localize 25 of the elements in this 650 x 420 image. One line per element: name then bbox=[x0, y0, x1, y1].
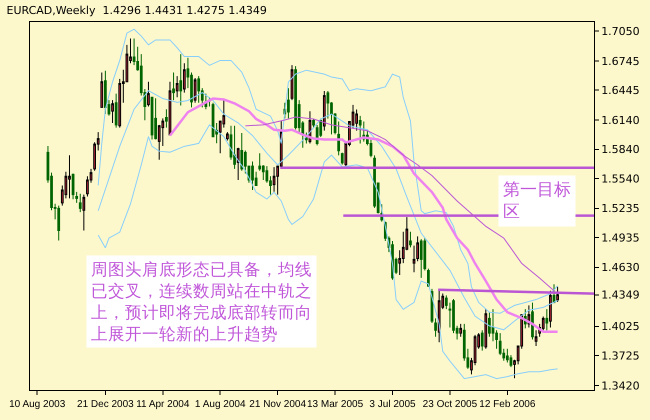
y-tick-label: 1.6140 bbox=[601, 114, 640, 127]
x-tick-label: 23 Oct 2005 bbox=[422, 399, 478, 410]
y-tick-label: 1.5235 bbox=[601, 202, 640, 216]
y-tick-label: 1.6745 bbox=[601, 54, 640, 68]
y-tick-label: 1.3725 bbox=[601, 350, 640, 362]
x-tick-label: 11 Apr 2004 bbox=[136, 399, 190, 410]
y-tick-label: 1.3420 bbox=[601, 379, 640, 392]
y-tick-label: 1.5840 bbox=[601, 143, 640, 156]
y-tick-label: 1.4349 bbox=[601, 288, 640, 302]
y-tick-label: 1.7050 bbox=[601, 25, 640, 38]
x-tick-label: 21 Nov 2004 bbox=[249, 399, 306, 410]
x-tick-label: 3 Jul 2005 bbox=[369, 399, 416, 410]
y-tick-label: 1.6445 bbox=[601, 84, 640, 98]
y-tick-label: 1.4025 bbox=[601, 320, 640, 334]
y-tick-label: 1.4630 bbox=[601, 261, 640, 274]
x-tick-label: 13 Mar 2005 bbox=[306, 399, 364, 410]
y-tick-label: 1.5540 bbox=[601, 172, 640, 186]
y-tick-label: 1.4935 bbox=[601, 231, 640, 244]
annotation: 第一目标区 bbox=[503, 180, 571, 222]
x-tick-label: 10 Aug 2003 bbox=[9, 399, 66, 410]
x-tick-label: 12 Feb 2006 bbox=[479, 399, 536, 410]
x-tick-label: 21 Dec 2003 bbox=[77, 399, 134, 410]
annotation: 周图头肩底形态已具备，均线已交叉，连续数周站在中轨之上，预计即将完成底部转而向上展开一轮新的上升趋势 bbox=[91, 260, 312, 344]
chart-title: EURCAD,Weekly 1.4296 1.4431 1.4275 1.4349 bbox=[6, 4, 267, 17]
x-tick-label: 1 Aug 2004 bbox=[194, 399, 246, 410]
